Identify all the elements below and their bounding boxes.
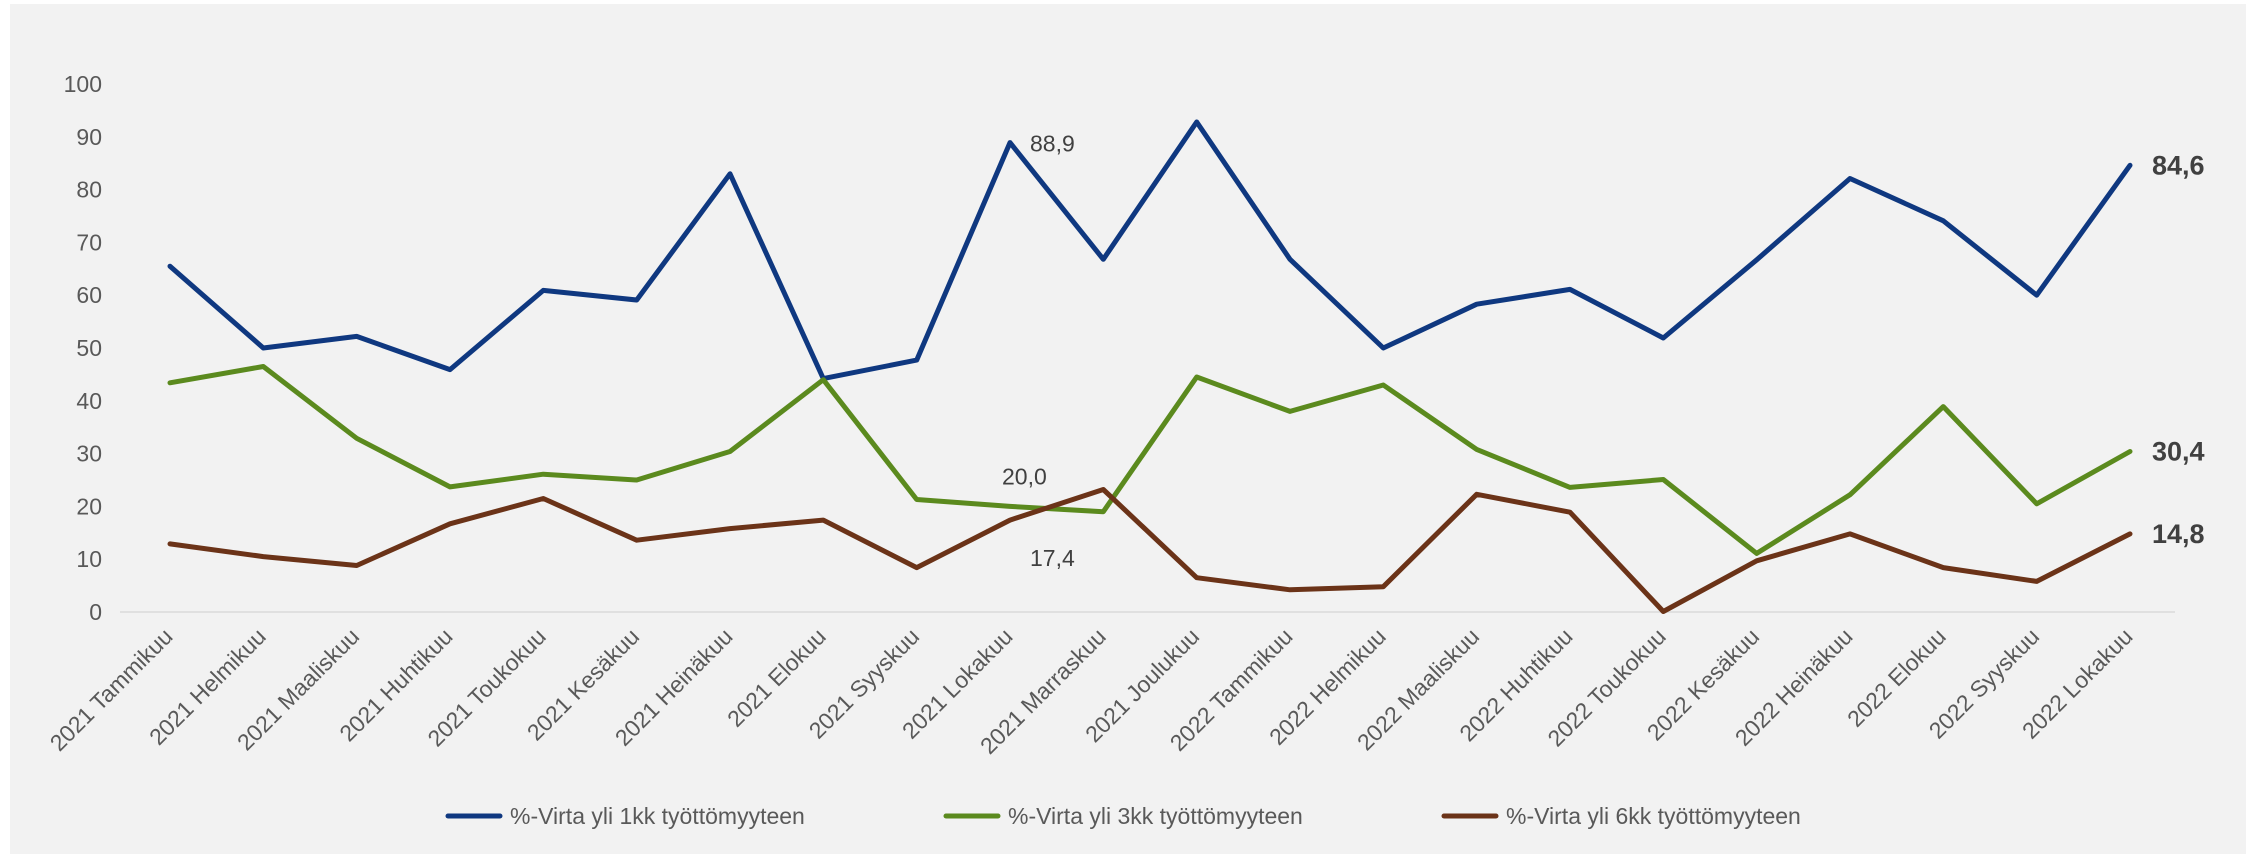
end-label: 14,8 [2152, 519, 2205, 549]
y-tick-label: 20 [76, 493, 102, 519]
data-labels: 88,9 20,0 17,4 84,6 30,4 14,8 [1002, 131, 2205, 572]
y-tick-label: 70 [76, 229, 102, 255]
legend: %-Virta yli 1kk työttömyyteen %-Virta yli… [445, 803, 1801, 829]
y-tick-label: 90 [76, 124, 102, 150]
y-tick-label: 100 [64, 71, 102, 97]
chart-panel: 0 10 20 30 40 50 60 70 80 90 100 2021 Tammikuu 2021… [10, 4, 2246, 854]
series-line-3 [167, 487, 2133, 614]
y-tick-label: 50 [76, 335, 102, 361]
legend-label: %-Virta yli 6kk työttömyyteen [1506, 803, 1801, 829]
y-tick-label: 80 [76, 177, 102, 203]
y-axis: 0 10 20 30 40 50 60 70 80 90 100 [64, 71, 102, 625]
series-lines [167, 119, 2133, 614]
legend-label: %-Virta yli 1kk työttömyyteen [510, 803, 805, 829]
end-label: 84,6 [2152, 150, 2205, 180]
y-tick-label: 60 [76, 282, 102, 308]
legend-label: %-Virta yli 3kk työttömyyteen [1008, 803, 1303, 829]
data-label: 20,0 [1002, 463, 1047, 489]
line-chart: 0 10 20 30 40 50 60 70 80 90 100 2021 Tammikuu2021… [45, 71, 2205, 829]
end-label: 30,4 [2152, 436, 2205, 466]
series-line-2 [167, 364, 2133, 556]
data-label: 88,9 [1030, 131, 1075, 157]
data-label: 17,4 [1030, 545, 1075, 571]
y-tick-label: 0 [89, 599, 102, 625]
y-tick-label: 10 [76, 546, 102, 572]
y-tick-label: 40 [76, 388, 102, 414]
y-tick-label: 30 [76, 441, 102, 467]
series-line-1 [167, 119, 2133, 382]
